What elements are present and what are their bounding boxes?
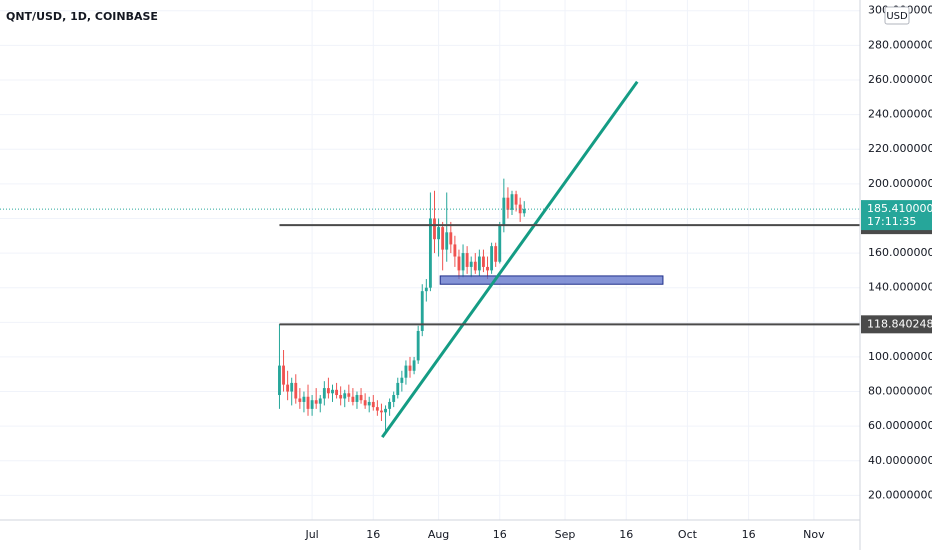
y-tick-label: 20.00000000 (868, 488, 932, 501)
candle-body (388, 401, 392, 409)
candle-body (392, 395, 396, 402)
candle-body (298, 398, 302, 402)
candle-body (294, 382, 298, 399)
candle-body (351, 396, 355, 402)
candle-body (428, 218, 432, 288)
candle-body (445, 232, 449, 250)
candle-body (302, 396, 306, 402)
candle-body (331, 389, 334, 394)
candle-body (510, 194, 514, 210)
candle-body (473, 261, 477, 271)
candle-body (412, 360, 416, 371)
candle-body (449, 232, 453, 245)
zone-rectangle (439, 275, 664, 285)
candle-body (490, 246, 494, 271)
candle-body (347, 393, 351, 397)
candle-body (400, 377, 404, 383)
candle-body (502, 197, 506, 226)
x-tick-label: Aug (428, 528, 449, 541)
y-tick-label: 220.00000000 (868, 142, 932, 155)
candle-body (355, 395, 359, 402)
x-tick-label: 16 (366, 528, 380, 541)
candle-body (408, 365, 412, 371)
candle-body (367, 401, 371, 406)
axes: 20.00000000 40.00000000 60.00000000 80.0000… (304, 4, 932, 541)
candle-body (278, 365, 281, 396)
candle-body (380, 410, 383, 413)
x-tick-label: 16 (742, 528, 756, 541)
last-price-bg (861, 200, 932, 231)
candle-body (437, 227, 440, 240)
x-tick-label: Oct (678, 528, 698, 541)
last-price-label: 185.41000000 (867, 202, 932, 215)
x-tick-label: Sep (555, 528, 576, 541)
trend-line (381, 80, 639, 438)
candle-body (384, 408, 387, 413)
candle-body (343, 393, 347, 399)
candle-body (518, 204, 522, 214)
y-tick-label: 200.00000000 (868, 177, 932, 190)
y-tick-label: 260.00000000 (868, 73, 932, 86)
candle-body (506, 197, 510, 210)
candle-body (318, 398, 322, 404)
candle-body (322, 388, 326, 399)
candle-body (335, 389, 339, 396)
candle-body (486, 266, 489, 271)
candle-body (522, 209, 526, 214)
candle-body (477, 256, 481, 271)
candle-body (465, 253, 469, 267)
x-tick-label: 16 (619, 528, 633, 541)
candle-body (441, 227, 445, 250)
candle-body (416, 330, 420, 361)
candle-body (375, 407, 379, 411)
x-tick-label: Jul (304, 528, 318, 541)
level-label-bg (861, 315, 932, 334)
y-tick-label: 100.00000000 (868, 350, 932, 363)
y-tick-label: 140.00000000 (868, 281, 932, 294)
countdown-label: 17:11:35 (867, 215, 916, 228)
candle-body (359, 395, 363, 401)
candle-body (404, 365, 408, 378)
candle-body (363, 400, 367, 406)
y-tick-label: 280.00000000 (868, 38, 932, 51)
y-tick-label: 80.00000000 (868, 385, 932, 398)
candle-body (498, 225, 502, 262)
candle-body (310, 400, 314, 409)
candle-body (420, 291, 424, 331)
grid (0, 0, 860, 520)
x-tick-label: 16 (493, 528, 507, 541)
candle-body (326, 388, 330, 394)
candle-body (453, 244, 457, 257)
y-tick-label: 160.00000000 (868, 246, 932, 259)
candle-body (424, 287, 428, 292)
y-tick-label: 240.00000000 (868, 108, 932, 121)
candle-body (306, 396, 310, 409)
candle-body (494, 246, 498, 262)
candle-body (282, 365, 285, 385)
candle-body (339, 395, 343, 399)
marks (0, 80, 860, 438)
y-tick-label: 60.00000000 (868, 419, 932, 432)
candle-body (469, 261, 473, 267)
candle-body (371, 401, 375, 408)
candle-body (314, 400, 318, 404)
chart-title: QNT/USD, 1D, COINBASE (6, 10, 158, 23)
candle-body (461, 253, 465, 271)
candle-body (457, 256, 461, 271)
candle-body (433, 218, 436, 240)
level-label: 118.84024841 (867, 317, 932, 330)
candle-body (482, 256, 485, 267)
y-tick-label: 40.00000000 (868, 454, 932, 467)
currency-label: USD (886, 11, 908, 22)
candle-body (396, 382, 400, 396)
candle-body (290, 382, 294, 392)
candle-body (286, 384, 290, 392)
x-tick-label: Nov (803, 528, 825, 541)
candle-body (514, 194, 518, 205)
currency-badge (884, 6, 910, 25)
